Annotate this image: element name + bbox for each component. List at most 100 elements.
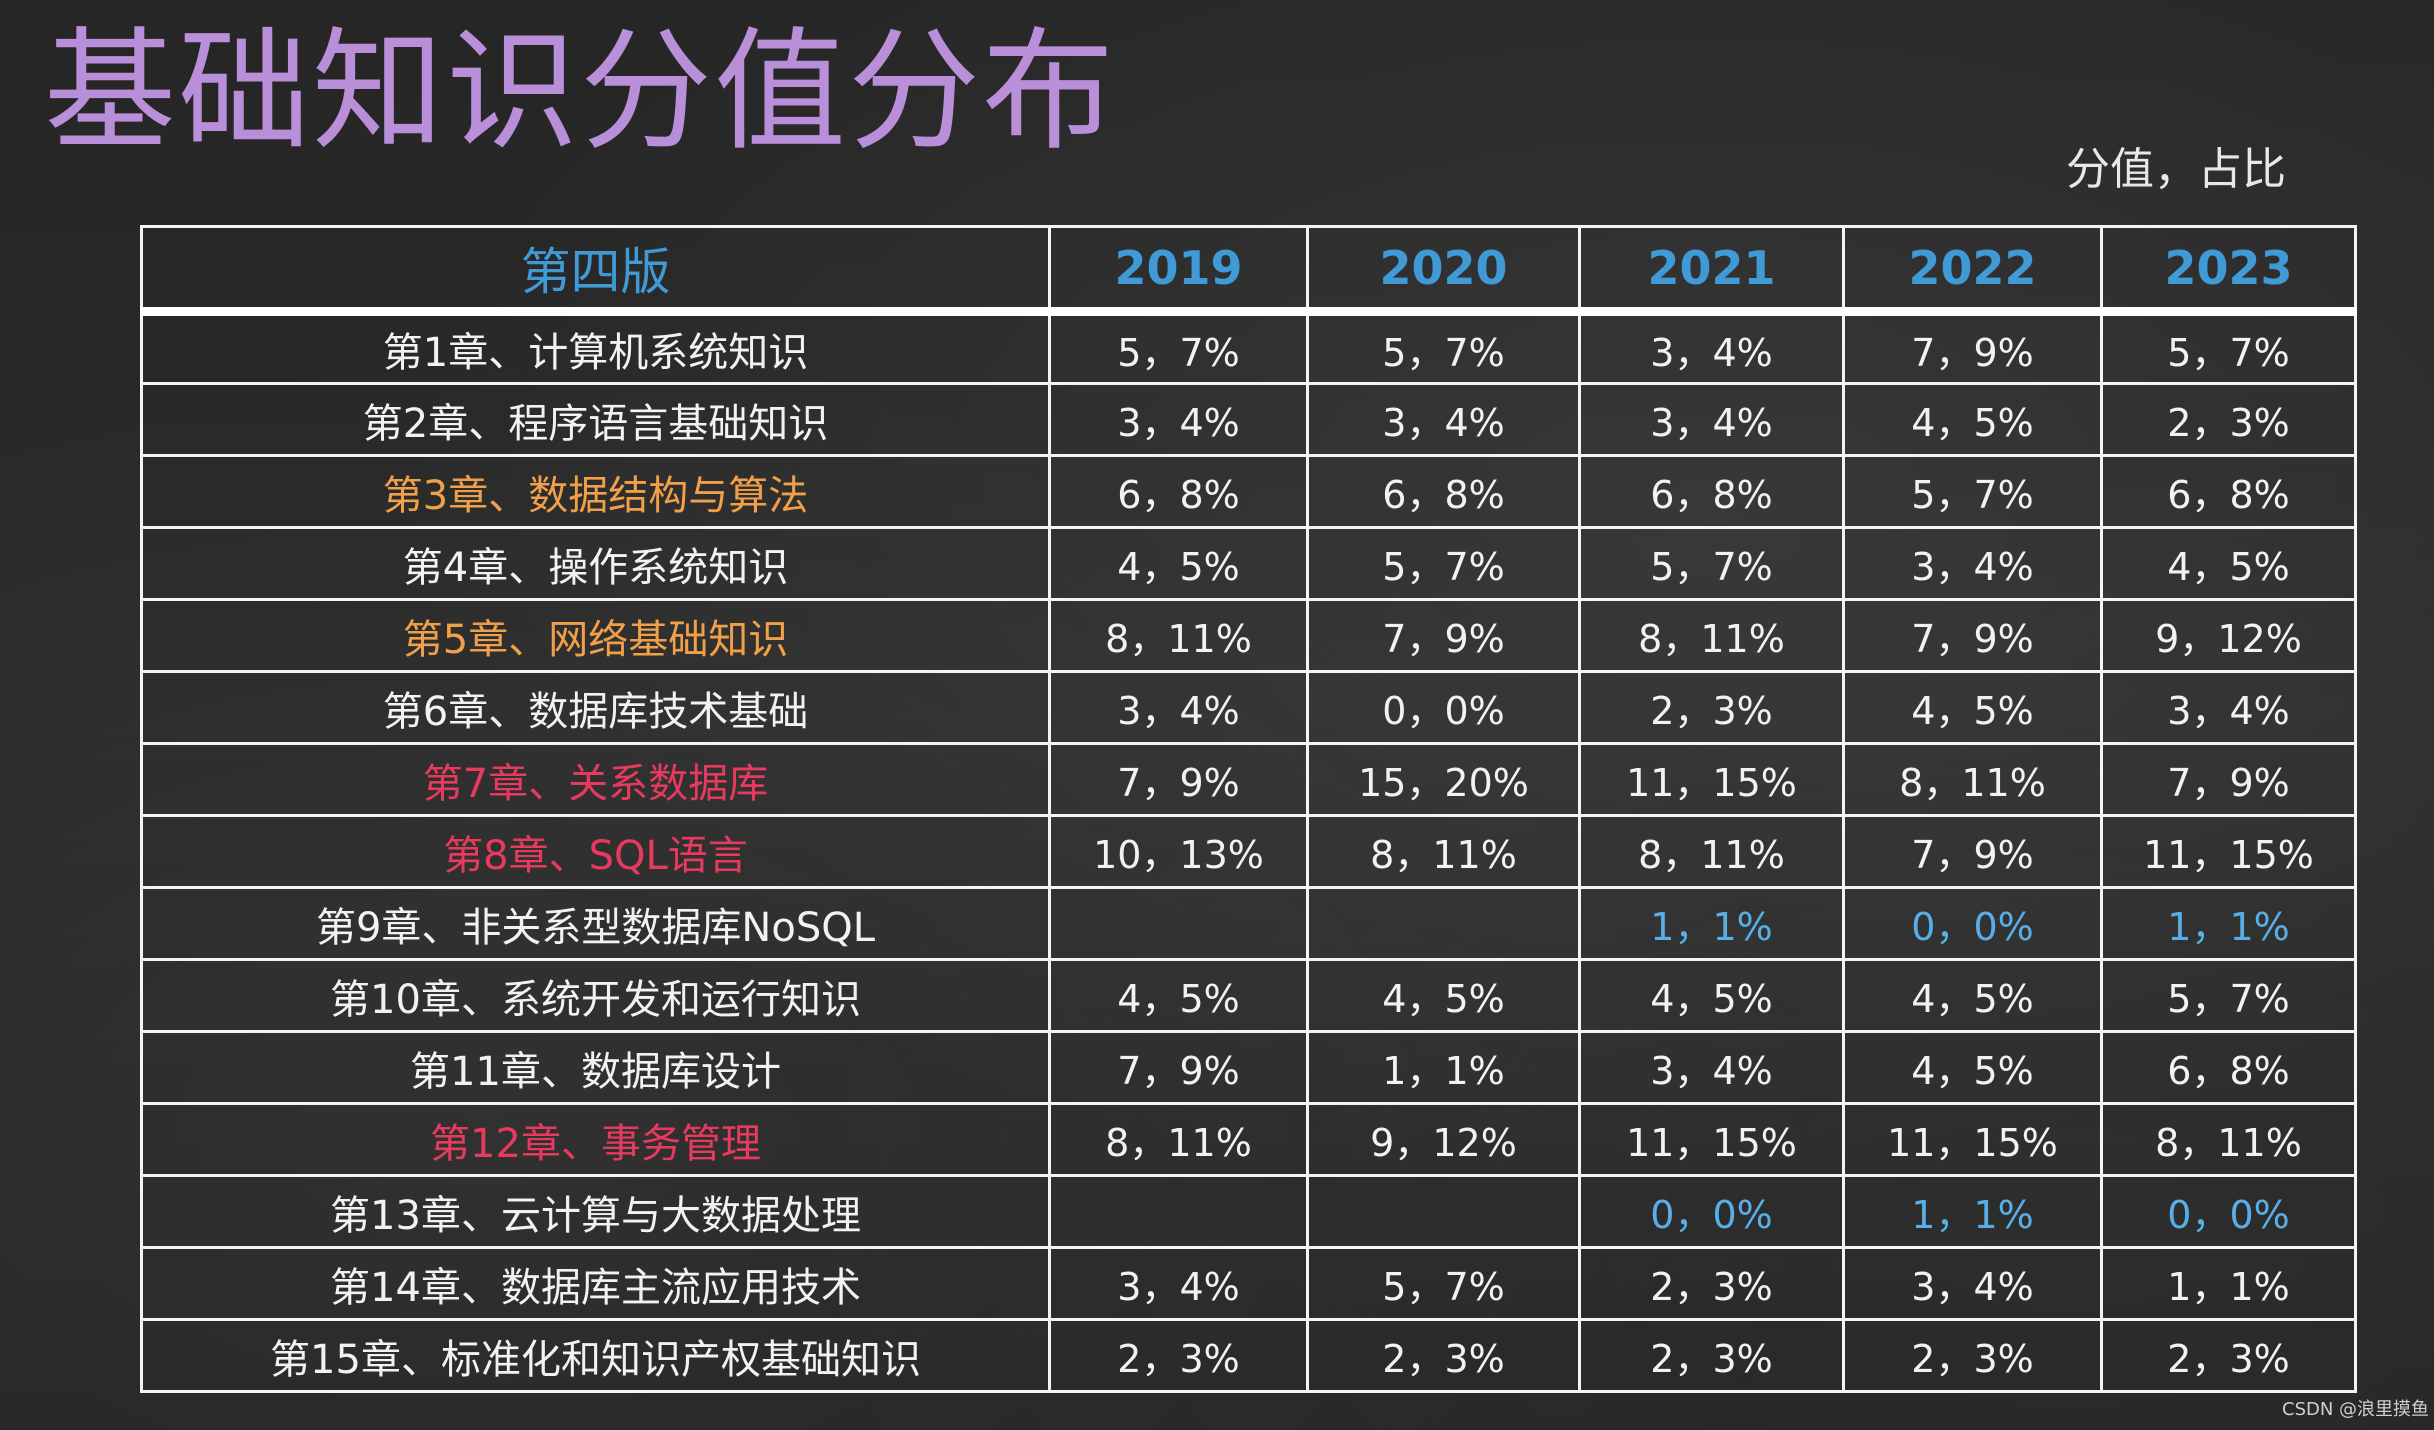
header-year-2019: 2019 <box>1048 225 1309 316</box>
value-cell: 5，7% <box>1306 1246 1581 1321</box>
value-cell: 4，5% <box>1842 1030 2103 1105</box>
value-cell: 0，0% <box>1578 1174 1845 1249</box>
chapter-cell: 第10章、系统开发和运行知识 <box>140 958 1051 1033</box>
table-row: 第14章、数据库主流应用技术 3，4% 5，7% 2，3% 3，4% 1，1% <box>140 1246 2357 1321</box>
value-cell: 8，11% <box>1048 1102 1309 1177</box>
value-cell: 8，11% <box>1578 598 1845 673</box>
chapter-cell: 第6章、数据库技术基础 <box>140 670 1051 745</box>
table-body: 第1章、计算机系统知识 5，7% 5，7% 3，4% 7，9% 5，7% 第2章、程序语言基… <box>140 310 2357 1393</box>
value-cell: 5，7% <box>1842 454 2103 529</box>
value-cell: 4，5% <box>1048 958 1309 1033</box>
chapter-cell: 第4章、操作系统知识 <box>140 526 1051 601</box>
value-cell: 6，8% <box>1578 454 1845 529</box>
value-cell: 3，4% <box>1578 1030 1845 1105</box>
value-cell: 3，4% <box>1842 526 2103 601</box>
watermark: CSDN @浪里摸鱼 <box>2282 1399 2430 1420</box>
value-cell: 4，5% <box>1842 670 2103 745</box>
value-cell: 7，9% <box>2100 742 2357 817</box>
value-cell: 5，7% <box>1578 526 1845 601</box>
value-cell: 2，3% <box>1578 1246 1845 1321</box>
value-cell: 5，7% <box>1306 526 1581 601</box>
header-year-2023: 2023 <box>2100 225 2357 316</box>
table-row: 第10章、系统开发和运行知识 4，5% 4，5% 4，5% 4，5% 5，7% <box>140 958 2357 1033</box>
value-cell <box>1306 886 1581 961</box>
value-cell: 6，8% <box>2100 454 2357 529</box>
value-cell: 7，9% <box>1048 1030 1309 1105</box>
chapter-cell: 第3章、数据结构与算法 <box>140 454 1051 529</box>
value-cell: 4，5% <box>1048 526 1309 601</box>
value-cell: 0，0% <box>1842 886 2103 961</box>
value-cell <box>1048 886 1309 961</box>
value-cell: 0，0% <box>2100 1174 2357 1249</box>
value-cell: 5，7% <box>2100 310 2357 385</box>
value-cell: 6，8% <box>2100 1030 2357 1105</box>
value-cell: 3，4% <box>1048 670 1309 745</box>
value-cell: 1，1% <box>1306 1030 1581 1105</box>
value-cell: 4，5% <box>1842 382 2103 457</box>
value-cell: 8，11% <box>1048 598 1309 673</box>
table-row: 第9章、非关系型数据库NoSQL 1，1% 0，0% 1，1% <box>140 886 2357 961</box>
chapter-cell: 第15章、标准化和知识产权基础知识 <box>140 1318 1051 1393</box>
value-cell: 3，4% <box>1306 382 1581 457</box>
value-cell: 5，7% <box>2100 958 2357 1033</box>
chapter-cell: 第11章、数据库设计 <box>140 1030 1051 1105</box>
value-cell: 4，5% <box>1306 958 1581 1033</box>
value-cell: 11，15% <box>1578 1102 1845 1177</box>
value-cell: 11，15% <box>2100 814 2357 889</box>
value-cell: 8，11% <box>1306 814 1581 889</box>
chapter-cell: 第9章、非关系型数据库NoSQL <box>140 886 1051 961</box>
value-cell: 2，3% <box>2100 382 2357 457</box>
header-year-2021: 2021 <box>1578 225 1845 316</box>
chapter-cell: 第5章、网络基础知识 <box>140 598 1051 673</box>
page-title: 基础知识分值分布 <box>44 15 1116 169</box>
value-cell: 1，1% <box>2100 886 2357 961</box>
chapter-cell: 第1章、计算机系统知识 <box>140 310 1051 385</box>
value-cell: 6，8% <box>1048 454 1309 529</box>
value-cell: 7，9% <box>1842 310 2103 385</box>
value-cell: 9，12% <box>1306 1102 1581 1177</box>
value-cell: 6，8% <box>1306 454 1581 529</box>
value-cell: 2，3% <box>1842 1318 2103 1393</box>
header-year-2022: 2022 <box>1842 225 2103 316</box>
chapter-cell: 第13章、云计算与大数据处理 <box>140 1174 1051 1249</box>
value-cell: 1，1% <box>2100 1246 2357 1321</box>
header-year-2020: 2020 <box>1306 225 1581 316</box>
value-cell: 8，11% <box>2100 1102 2357 1177</box>
value-cell: 3，4% <box>1842 1246 2103 1321</box>
value-cell: 2，3% <box>1578 670 1845 745</box>
table-row: 第11章、数据库设计 7，9% 1，1% 3，4% 4，5% 6，8% <box>140 1030 2357 1105</box>
value-cell: 9，12% <box>2100 598 2357 673</box>
value-cell <box>1048 1174 1309 1249</box>
table-row: 第12章、事务管理 8，11% 9，12% 11，15% 11，15% 8，11% <box>140 1102 2357 1177</box>
chapter-cell: 第14章、数据库主流应用技术 <box>140 1246 1051 1321</box>
table-row: 第15章、标准化和知识产权基础知识 2，3% 2，3% 2，3% 2，3% 2，3% <box>140 1318 2357 1393</box>
value-cell: 3，4% <box>2100 670 2357 745</box>
value-cell: 3，4% <box>1578 310 1845 385</box>
value-cell: 4，5% <box>1842 958 2103 1033</box>
table-row: 第8章、SQL语言 10，13% 8，11% 8，11% 7，9% 11，15% <box>140 814 2357 889</box>
table-row: 第13章、云计算与大数据处理 0，0% 1，1% 0，0% <box>140 1174 2357 1249</box>
value-cell: 1，1% <box>1578 886 1845 961</box>
score-distribution-table: 第四版 2019 2020 2021 2022 2023 第1章、计算机系统知识… <box>140 225 2357 1393</box>
value-cell: 2，3% <box>2100 1318 2357 1393</box>
value-cell: 0，0% <box>1306 670 1581 745</box>
value-cell: 8，11% <box>1842 742 2103 817</box>
value-cell: 10，13% <box>1048 814 1309 889</box>
table-row: 第4章、操作系统知识 4，5% 5，7% 5，7% 3，4% 4，5% <box>140 526 2357 601</box>
value-cell: 3，4% <box>1048 382 1309 457</box>
table-row: 第2章、程序语言基础知识 3，4% 3，4% 3，4% 4，5% 2，3% <box>140 382 2357 457</box>
table-header-row: 第四版 2019 2020 2021 2022 2023 <box>140 225 2357 316</box>
table-row: 第3章、数据结构与算法 6，8% 6，8% 6，8% 5，7% 6，8% <box>140 454 2357 529</box>
value-cell: 7，9% <box>1306 598 1581 673</box>
chapter-cell: 第7章、关系数据库 <box>140 742 1051 817</box>
value-cell: 3，4% <box>1048 1246 1309 1321</box>
value-cell: 7，9% <box>1048 742 1309 817</box>
table-row: 第1章、计算机系统知识 5，7% 5，7% 3，4% 7，9% 5，7% <box>140 310 2357 385</box>
chapter-cell: 第8章、SQL语言 <box>140 814 1051 889</box>
table-row: 第5章、网络基础知识 8，11% 7，9% 8，11% 7，9% 9，12% <box>140 598 2357 673</box>
value-cell: 2，3% <box>1306 1318 1581 1393</box>
chapter-cell: 第12章、事务管理 <box>140 1102 1051 1177</box>
value-cell: 4，5% <box>1578 958 1845 1033</box>
table-row: 第6章、数据库技术基础 3，4% 0，0% 2，3% 4，5% 3，4% <box>140 670 2357 745</box>
unit-note: 分值，占比 <box>2066 144 2286 195</box>
